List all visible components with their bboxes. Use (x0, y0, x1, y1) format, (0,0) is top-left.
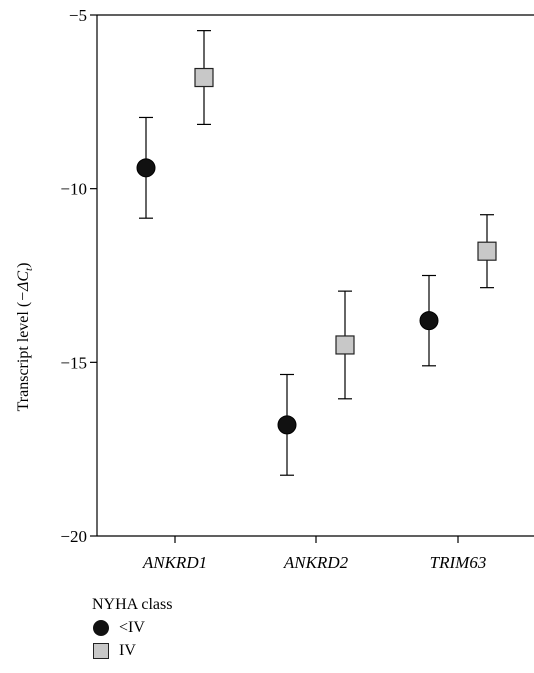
y-tick-label: −10 (60, 180, 87, 199)
axes: −5 −10 −15 −20 ANKRD1 ANKRD2 TRIM63 (60, 6, 534, 572)
legend-item-iv: IV (92, 639, 172, 662)
data-point-square (194, 67, 214, 88)
legend-title: NYHA class (92, 596, 173, 613)
legend-label-lt-iv: <IV (119, 618, 145, 636)
chart-marks (136, 30, 497, 476)
data-point-square (477, 241, 497, 261)
y-tick-label: −5 (69, 6, 87, 25)
data-point-square (335, 335, 355, 355)
data-point-circle (277, 415, 297, 435)
chart: −5 −10 −15 −20 ANKRD1 ANKRD2 TRIM63 Transcript… (15, 6, 534, 572)
x-tick-label-ankrd2: ANKRD2 (283, 553, 349, 572)
legend-label-iv: IV (119, 641, 136, 659)
x-tick-label-ankrd1: ANKRD1 (142, 553, 207, 572)
legend-swatch-square (93, 642, 109, 659)
legend-swatch-circle (93, 619, 109, 636)
x-tick-label-trim63: TRIM63 (430, 553, 487, 572)
y-tick-label: −20 (60, 527, 87, 546)
y-axis-label-suffix: ) (15, 263, 32, 268)
y-axis-label-prefix: Transcript level ( (15, 302, 32, 412)
y-axis-label-sub: t (23, 267, 35, 271)
data-point-circle (419, 311, 439, 331)
data-point-circle (136, 158, 156, 178)
legend-item-lt-iv: <IV (92, 616, 172, 639)
y-axis-label-math: −ΔC (15, 271, 32, 302)
legend: NYHA class <IV IV (92, 596, 172, 662)
y-axis-label: Transcript level (−ΔCt) (15, 263, 35, 412)
y-tick-label: −15 (60, 353, 87, 372)
